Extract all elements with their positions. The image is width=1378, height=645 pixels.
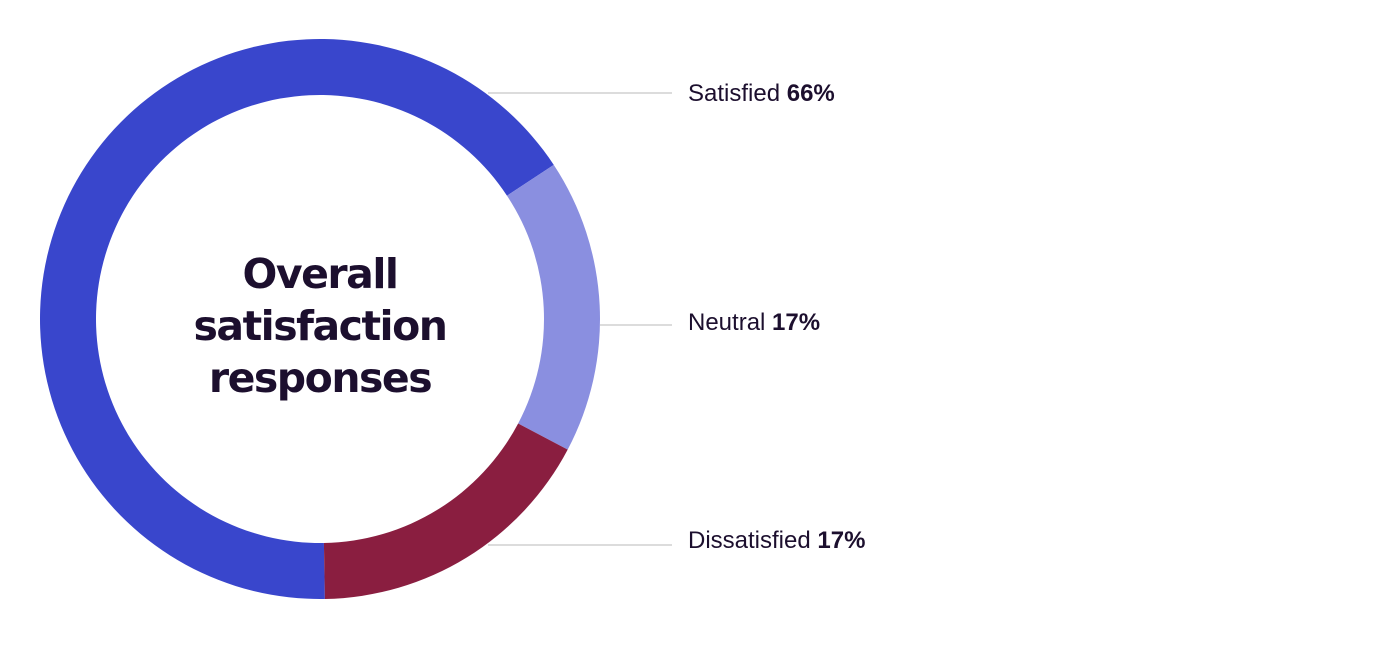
slice-label-value: 66%: [786, 80, 835, 107]
leaders-layer: [488, 92, 672, 546]
slice-label-name: Satisfied: [688, 80, 781, 107]
slice-label-value: 17%: [817, 527, 866, 554]
donut-slice-neutral: [507, 164, 600, 450]
slice-label-neutral: Neutral 17%: [688, 309, 820, 337]
slice-label-dissatisfied: Dissatisfied 17%: [688, 527, 865, 555]
slice-label-name: Dissatisfied: [688, 527, 811, 554]
chart-title-line-3: responses: [208, 354, 433, 402]
slice-label-name: Neutral: [688, 309, 766, 336]
chart-title-line-1: Overall: [242, 250, 399, 298]
chart-title: Overall satisfaction responses: [160, 248, 480, 404]
slices-layer: [39, 39, 600, 599]
slice-label-satisfied: Satisfied 66%: [688, 80, 835, 108]
slice-label-value: 17%: [772, 309, 821, 336]
donut-slice-dissatisfied: [323, 423, 568, 599]
chart-title-line-2: satisfaction: [193, 302, 448, 350]
